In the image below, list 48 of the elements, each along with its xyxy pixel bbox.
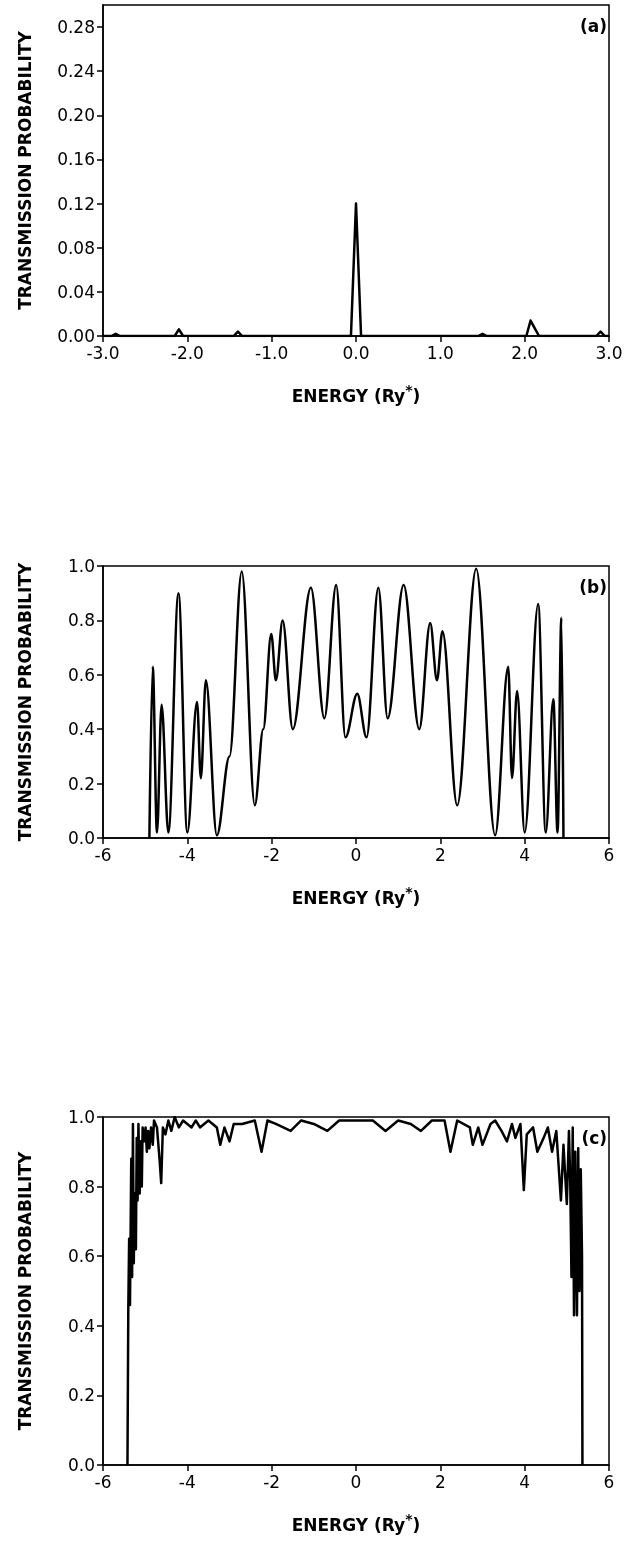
x-tick-label: 6: [603, 844, 615, 865]
y-tick-label: 1.0: [67, 1107, 95, 1127]
x-tick-label: 1.0: [426, 342, 454, 363]
x-tick-label: 4: [519, 1471, 531, 1492]
x-tick-label: 2: [434, 844, 446, 865]
annotation: (c): [581, 1127, 608, 1148]
x-tick-label: 0: [350, 1471, 362, 1492]
annotation: (a): [579, 15, 607, 36]
y-tick-label: 0.20: [57, 105, 95, 126]
x-tick-label: 4: [519, 844, 531, 865]
y-axis-title: TRANSMISSION PROBABILITY: [14, 1150, 35, 1431]
x-tick-label: 6: [603, 1471, 615, 1492]
y-tick-label: 0.2: [67, 773, 95, 794]
x-tick-label: -6: [94, 1471, 112, 1492]
y-tick-label: 0.0: [67, 1455, 95, 1475]
x-tick-label: -2: [263, 1471, 281, 1492]
x-tick-label: -2.0: [170, 342, 204, 363]
y-tick-label: 0.0: [67, 828, 95, 848]
x-axis-title: ENERGY (Ry$^{*}$): [290, 382, 422, 406]
y-tick-label: 0.16: [57, 149, 95, 170]
y-tick-label: 1.0: [67, 556, 95, 576]
y-tick-label: 0.4: [67, 719, 95, 740]
y-axis-title: TRANSMISSION PROBABILITY: [14, 561, 35, 842]
y-tick-label: 0.2: [67, 1385, 95, 1406]
y-tick-label: 0.6: [67, 1246, 95, 1267]
y-tick-label: 0.12: [57, 193, 95, 214]
y-tick-label: 0.28: [57, 17, 95, 38]
x-tick-label: 2: [434, 1471, 446, 1492]
x-tick-label: 3.0: [595, 342, 623, 363]
x-tick-label: -2: [263, 844, 281, 865]
x-tick-label: -1.0: [255, 342, 289, 363]
y-tick-label: 0.08: [57, 237, 95, 258]
x-tick-label: 0.0: [342, 342, 370, 363]
y-tick-label: 0.24: [57, 61, 95, 82]
x-axis-title: ENERGY (Ry$^{*}$): [290, 884, 422, 908]
y-tick-label: 0.04: [57, 281, 95, 302]
y-axis-title: TRANSMISSION PROBABILITY: [14, 30, 35, 310]
x-tick-label: -6: [94, 844, 112, 865]
x-tick-label: 0: [350, 844, 362, 865]
y-tick-label: 0.8: [67, 1176, 95, 1197]
x-tick-label: -4: [178, 1471, 196, 1492]
y-tick-label: 0.4: [67, 1315, 95, 1336]
x-tick-label: 2.0: [511, 342, 539, 363]
annotation: (b): [579, 576, 608, 597]
y-tick-label: 0.8: [67, 610, 95, 631]
x-tick-label: -4: [178, 844, 196, 865]
x-axis-title: ENERGY (Ry$^{*}$): [290, 1511, 422, 1535]
y-tick-label: 0.6: [67, 664, 95, 685]
